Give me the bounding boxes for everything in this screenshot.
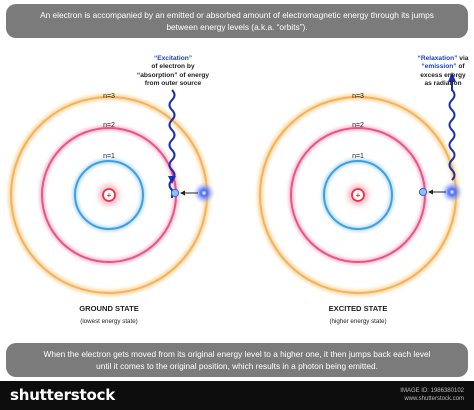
level-label-n2: n=2 bbox=[103, 122, 115, 129]
header-banner: An electron is accompanied by an emitted… bbox=[6, 4, 468, 38]
excitation-note: “Excitation” of electron by “absorption”… bbox=[118, 55, 228, 89]
emitted-photon bbox=[440, 180, 464, 204]
incoming-wave bbox=[168, 89, 176, 198]
relaxation-note-line-3: excess energy bbox=[420, 71, 466, 79]
orbit-n1 bbox=[323, 160, 393, 230]
watermark-footer: shutterstock IMAGE ID: 1986380102 www.sh… bbox=[0, 381, 474, 410]
electron bbox=[170, 188, 180, 198]
excitation-note-line-4: from outer source bbox=[144, 80, 202, 88]
header-line-2: between energy levels (a.k.a. “orbits”). bbox=[166, 22, 308, 32]
footer-banner-line-1: When the electron gets moved from its or… bbox=[43, 349, 431, 359]
level-label-n2: n=2 bbox=[352, 122, 364, 129]
image-id-info: IMAGE ID: 1986380102 www.shutterstock.co… bbox=[400, 387, 464, 403]
outgoing-wave bbox=[448, 80, 456, 181]
excitation-note-line-2: of electron by bbox=[151, 63, 195, 71]
shutterstock-logo: shutterstock bbox=[10, 386, 116, 404]
nucleus-plus-sign: + bbox=[107, 191, 112, 200]
footer-banner-line-2: until it comes to the original position,… bbox=[96, 361, 378, 371]
excitation-note-line-3: “absorption” of energy bbox=[136, 71, 210, 79]
ground-state-subtitle: (lowest energy state) bbox=[80, 318, 138, 325]
relaxation-arrowhead bbox=[428, 189, 433, 195]
nucleus-plus-sign: + bbox=[356, 191, 361, 200]
absorbed-photon bbox=[192, 181, 216, 205]
relaxation-note-line-4: as radiation bbox=[424, 80, 462, 88]
level-label-n1: n=1 bbox=[103, 153, 115, 160]
header-line-1: An electron is accompanied by an emitted… bbox=[40, 10, 434, 20]
nucleus bbox=[102, 188, 116, 202]
ground-state-title: GROUND STATE bbox=[79, 304, 139, 313]
excited-state-atom: + n=3 n=2 n=1 bbox=[257, 72, 464, 296]
electron bbox=[418, 187, 428, 197]
relaxation-note-line-2: “emission” of bbox=[421, 63, 465, 71]
atom-diagram: + n=3 n=2 n=1 + n=3 n=2 n=1 bbox=[8, 72, 464, 296]
excitation-note-line-1: “Excitation” bbox=[153, 55, 193, 62]
site-url: www.shutterstock.com bbox=[404, 396, 464, 402]
excited-state-subtitle: (higher energy state) bbox=[329, 318, 387, 325]
outgoing-wave-arrowhead bbox=[448, 72, 456, 82]
ground-state-atom: + n=3 n=2 n=1 bbox=[8, 89, 216, 296]
incoming-wave-arrowhead bbox=[168, 176, 176, 184]
image-id: IMAGE ID: 1986380102 bbox=[400, 388, 464, 394]
absorption-arrowhead bbox=[180, 190, 185, 196]
relaxation-note-line-1: “Relaxation” via bbox=[417, 55, 469, 62]
level-label-n1: n=1 bbox=[352, 153, 364, 160]
footer-banner: When the electron gets moved from its or… bbox=[6, 343, 468, 377]
level-label-n3: n=3 bbox=[103, 93, 115, 100]
level-label-n3: n=3 bbox=[352, 93, 364, 100]
nucleus bbox=[351, 188, 365, 202]
orbit-n1 bbox=[74, 160, 144, 230]
relaxation-note: “Relaxation” via “emission” of excess en… bbox=[410, 55, 474, 89]
excited-state-title: EXCITED STATE bbox=[328, 304, 388, 313]
